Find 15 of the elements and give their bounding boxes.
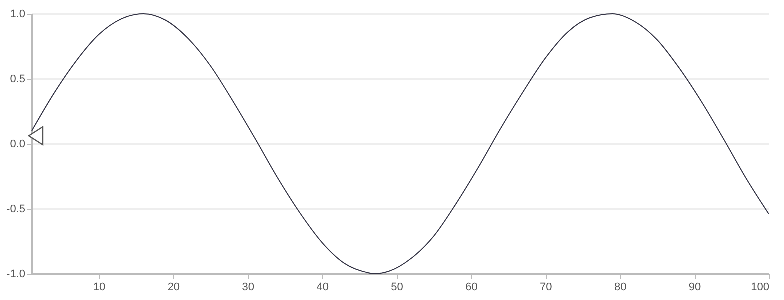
y-tick-label: 0.5 — [10, 74, 26, 86]
x-tick-label: 30 — [242, 282, 255, 294]
x-tick-label: 60 — [466, 282, 478, 294]
x-tick-label: 80 — [614, 282, 627, 294]
x-tick-label: 20 — [168, 282, 180, 294]
x-tick-label: 90 — [688, 282, 702, 294]
y-tick-label: 0.0 — [10, 138, 26, 150]
y-tick-label: -0.5 — [6, 204, 26, 216]
x-tick-label: 70 — [540, 282, 552, 294]
x-tick-label: 40 — [316, 282, 329, 294]
y-tick-label: 1.0 — [10, 8, 26, 20]
x-tick-label: 50 — [391, 282, 404, 294]
x-tick-label: 100 — [751, 282, 770, 294]
y-tick-label: -1.0 — [6, 268, 26, 280]
x-tick-label: 10 — [93, 282, 106, 294]
